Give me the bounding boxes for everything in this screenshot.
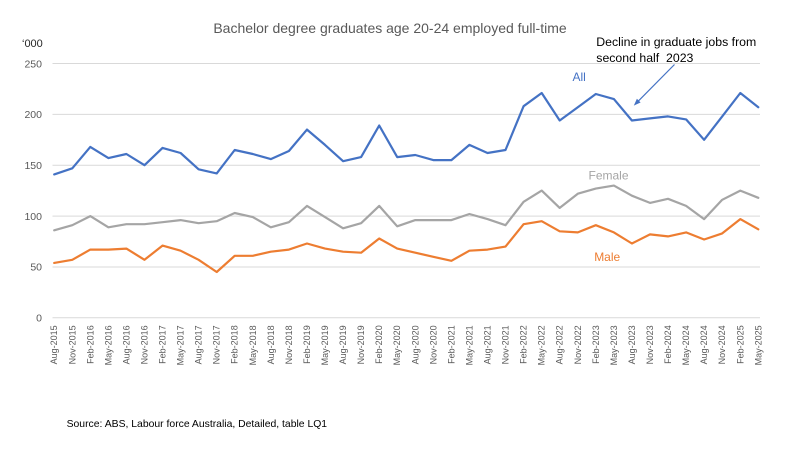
svg-text:Aug-2019: Aug-2019 — [338, 325, 348, 364]
svg-text:Aug-2018: Aug-2018 — [266, 325, 276, 364]
svg-text:Feb-2016: Feb-2016 — [85, 325, 95, 364]
svg-text:Feb-2017: Feb-2017 — [158, 325, 168, 364]
svg-text:Nov-2016: Nov-2016 — [140, 325, 150, 364]
svg-text:Aug-2024: Aug-2024 — [699, 325, 709, 364]
svg-text:Decline in graduate jobs from: Decline in graduate jobs from — [596, 35, 756, 49]
svg-text:May-2017: May-2017 — [176, 325, 186, 365]
svg-text:Nov-2023: Nov-2023 — [645, 325, 655, 364]
svg-text:Bachelor degree graduates age: Bachelor degree graduates age 20-24 empl… — [213, 20, 567, 36]
svg-text:200: 200 — [24, 109, 42, 121]
svg-text:Nov-2022: Nov-2022 — [573, 325, 583, 364]
svg-text:Feb-2018: Feb-2018 — [230, 325, 240, 364]
svg-text:Aug-2021: Aug-2021 — [483, 325, 493, 364]
svg-text:0: 0 — [36, 313, 42, 325]
svg-text:May-2020: May-2020 — [392, 325, 402, 365]
svg-text:second half 2023: second half 2023 — [596, 51, 693, 65]
svg-text:Nov-2021: Nov-2021 — [501, 325, 511, 364]
svg-text:Aug-2016: Aug-2016 — [121, 325, 131, 364]
svg-text:Feb-2020: Feb-2020 — [374, 325, 384, 364]
svg-text:Nov-2017: Nov-2017 — [212, 325, 222, 364]
svg-text:100: 100 — [24, 211, 42, 223]
svg-text:Aug-2020: Aug-2020 — [410, 325, 420, 364]
svg-text:May-2023: May-2023 — [609, 325, 619, 365]
svg-text:Male: Male — [594, 250, 620, 264]
svg-text:Feb-2025: Feb-2025 — [735, 325, 745, 364]
svg-text:50: 50 — [30, 262, 42, 274]
svg-text:Female: Female — [589, 168, 629, 182]
svg-text:Feb-2021: Feb-2021 — [446, 325, 456, 364]
svg-text:May-2018: May-2018 — [248, 325, 258, 365]
svg-text:150: 150 — [24, 160, 42, 172]
svg-text:Nov-2019: Nov-2019 — [356, 325, 366, 364]
svg-text:Aug-2017: Aug-2017 — [194, 325, 204, 364]
svg-text:Feb-2024: Feb-2024 — [663, 325, 673, 364]
svg-text:Feb-2023: Feb-2023 — [591, 325, 601, 364]
svg-text:May-2021: May-2021 — [464, 325, 474, 365]
svg-text:Feb-2019: Feb-2019 — [302, 325, 312, 364]
svg-text:250: 250 — [24, 58, 42, 70]
svg-text:May-2022: May-2022 — [537, 325, 547, 365]
svg-text:Nov-2015: Nov-2015 — [67, 325, 77, 364]
svg-text:Feb-2022: Feb-2022 — [519, 325, 529, 364]
svg-text:Aug-2015: Aug-2015 — [49, 325, 59, 364]
svg-text:‘000: ‘000 — [22, 38, 43, 50]
svg-text:May-2024: May-2024 — [681, 325, 691, 365]
svg-text:Aug-2023: Aug-2023 — [627, 325, 637, 364]
svg-text:May-2019: May-2019 — [320, 325, 330, 365]
svg-text:May-2025: May-2025 — [753, 325, 763, 365]
svg-text:Nov-2018: Nov-2018 — [284, 325, 294, 364]
svg-text:Nov-2020: Nov-2020 — [428, 325, 438, 364]
svg-text:Source: ABS, Labour force Aust: Source: ABS, Labour force Australia, Det… — [67, 419, 328, 430]
svg-text:Aug-2022: Aug-2022 — [555, 325, 565, 364]
svg-text:Nov-2024: Nov-2024 — [717, 325, 727, 364]
svg-text:May-2016: May-2016 — [103, 325, 113, 365]
svg-text:All: All — [573, 70, 586, 84]
